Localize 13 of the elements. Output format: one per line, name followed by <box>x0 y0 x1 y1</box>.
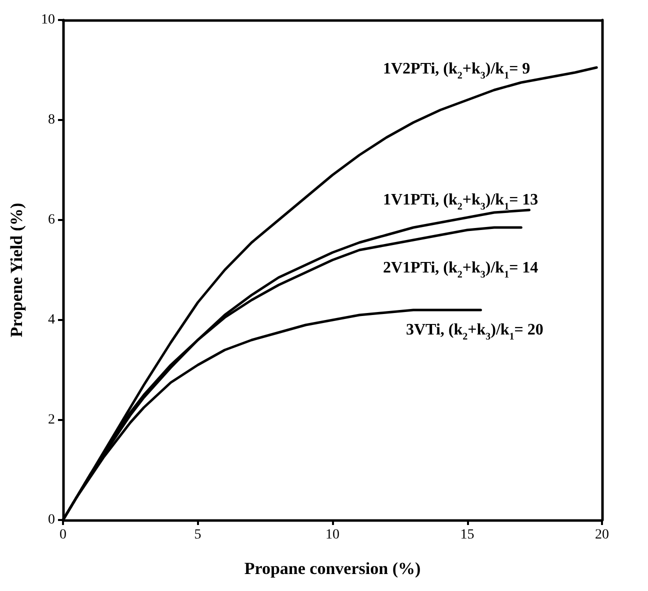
y-tick-label: 10 <box>41 12 55 28</box>
y-tick-label: 0 <box>48 512 55 528</box>
y-tick-label: 2 <box>48 412 55 428</box>
y-tick-label: 4 <box>48 312 55 328</box>
y-axis-title: Propene Yield (%) <box>7 202 26 338</box>
y-tick-label: 8 <box>48 112 55 128</box>
y-tick-label: 6 <box>48 212 55 228</box>
x-tick-label: 5 <box>194 528 202 542</box>
x-tick-label: 20 <box>595 528 609 542</box>
x-tick-label: 10 <box>326 528 340 542</box>
x-axis-title: Propane conversion (%) <box>244 559 421 578</box>
x-tick-label: 0 <box>60 528 66 542</box>
x-tick-label: 15 <box>460 528 474 542</box>
